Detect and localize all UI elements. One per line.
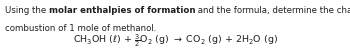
Text: and the formula, determine the change in enthalpy for the: and the formula, determine the change in… [195, 6, 350, 15]
Text: combustion of 1 mole of methanol.: combustion of 1 mole of methanol. [5, 24, 156, 33]
Text: CH$_3$OH $({\ell})$ + $\frac{3}{2}$O$_2$ (g) $\rightarrow$ CO$_2$ (g) + 2H$_2$O : CH$_3$OH $({\ell})$ + $\frac{3}{2}$O$_2$… [72, 32, 278, 49]
Text: molar enthalpies of formation: molar enthalpies of formation [49, 6, 195, 15]
Text: Using the: Using the [5, 6, 49, 15]
